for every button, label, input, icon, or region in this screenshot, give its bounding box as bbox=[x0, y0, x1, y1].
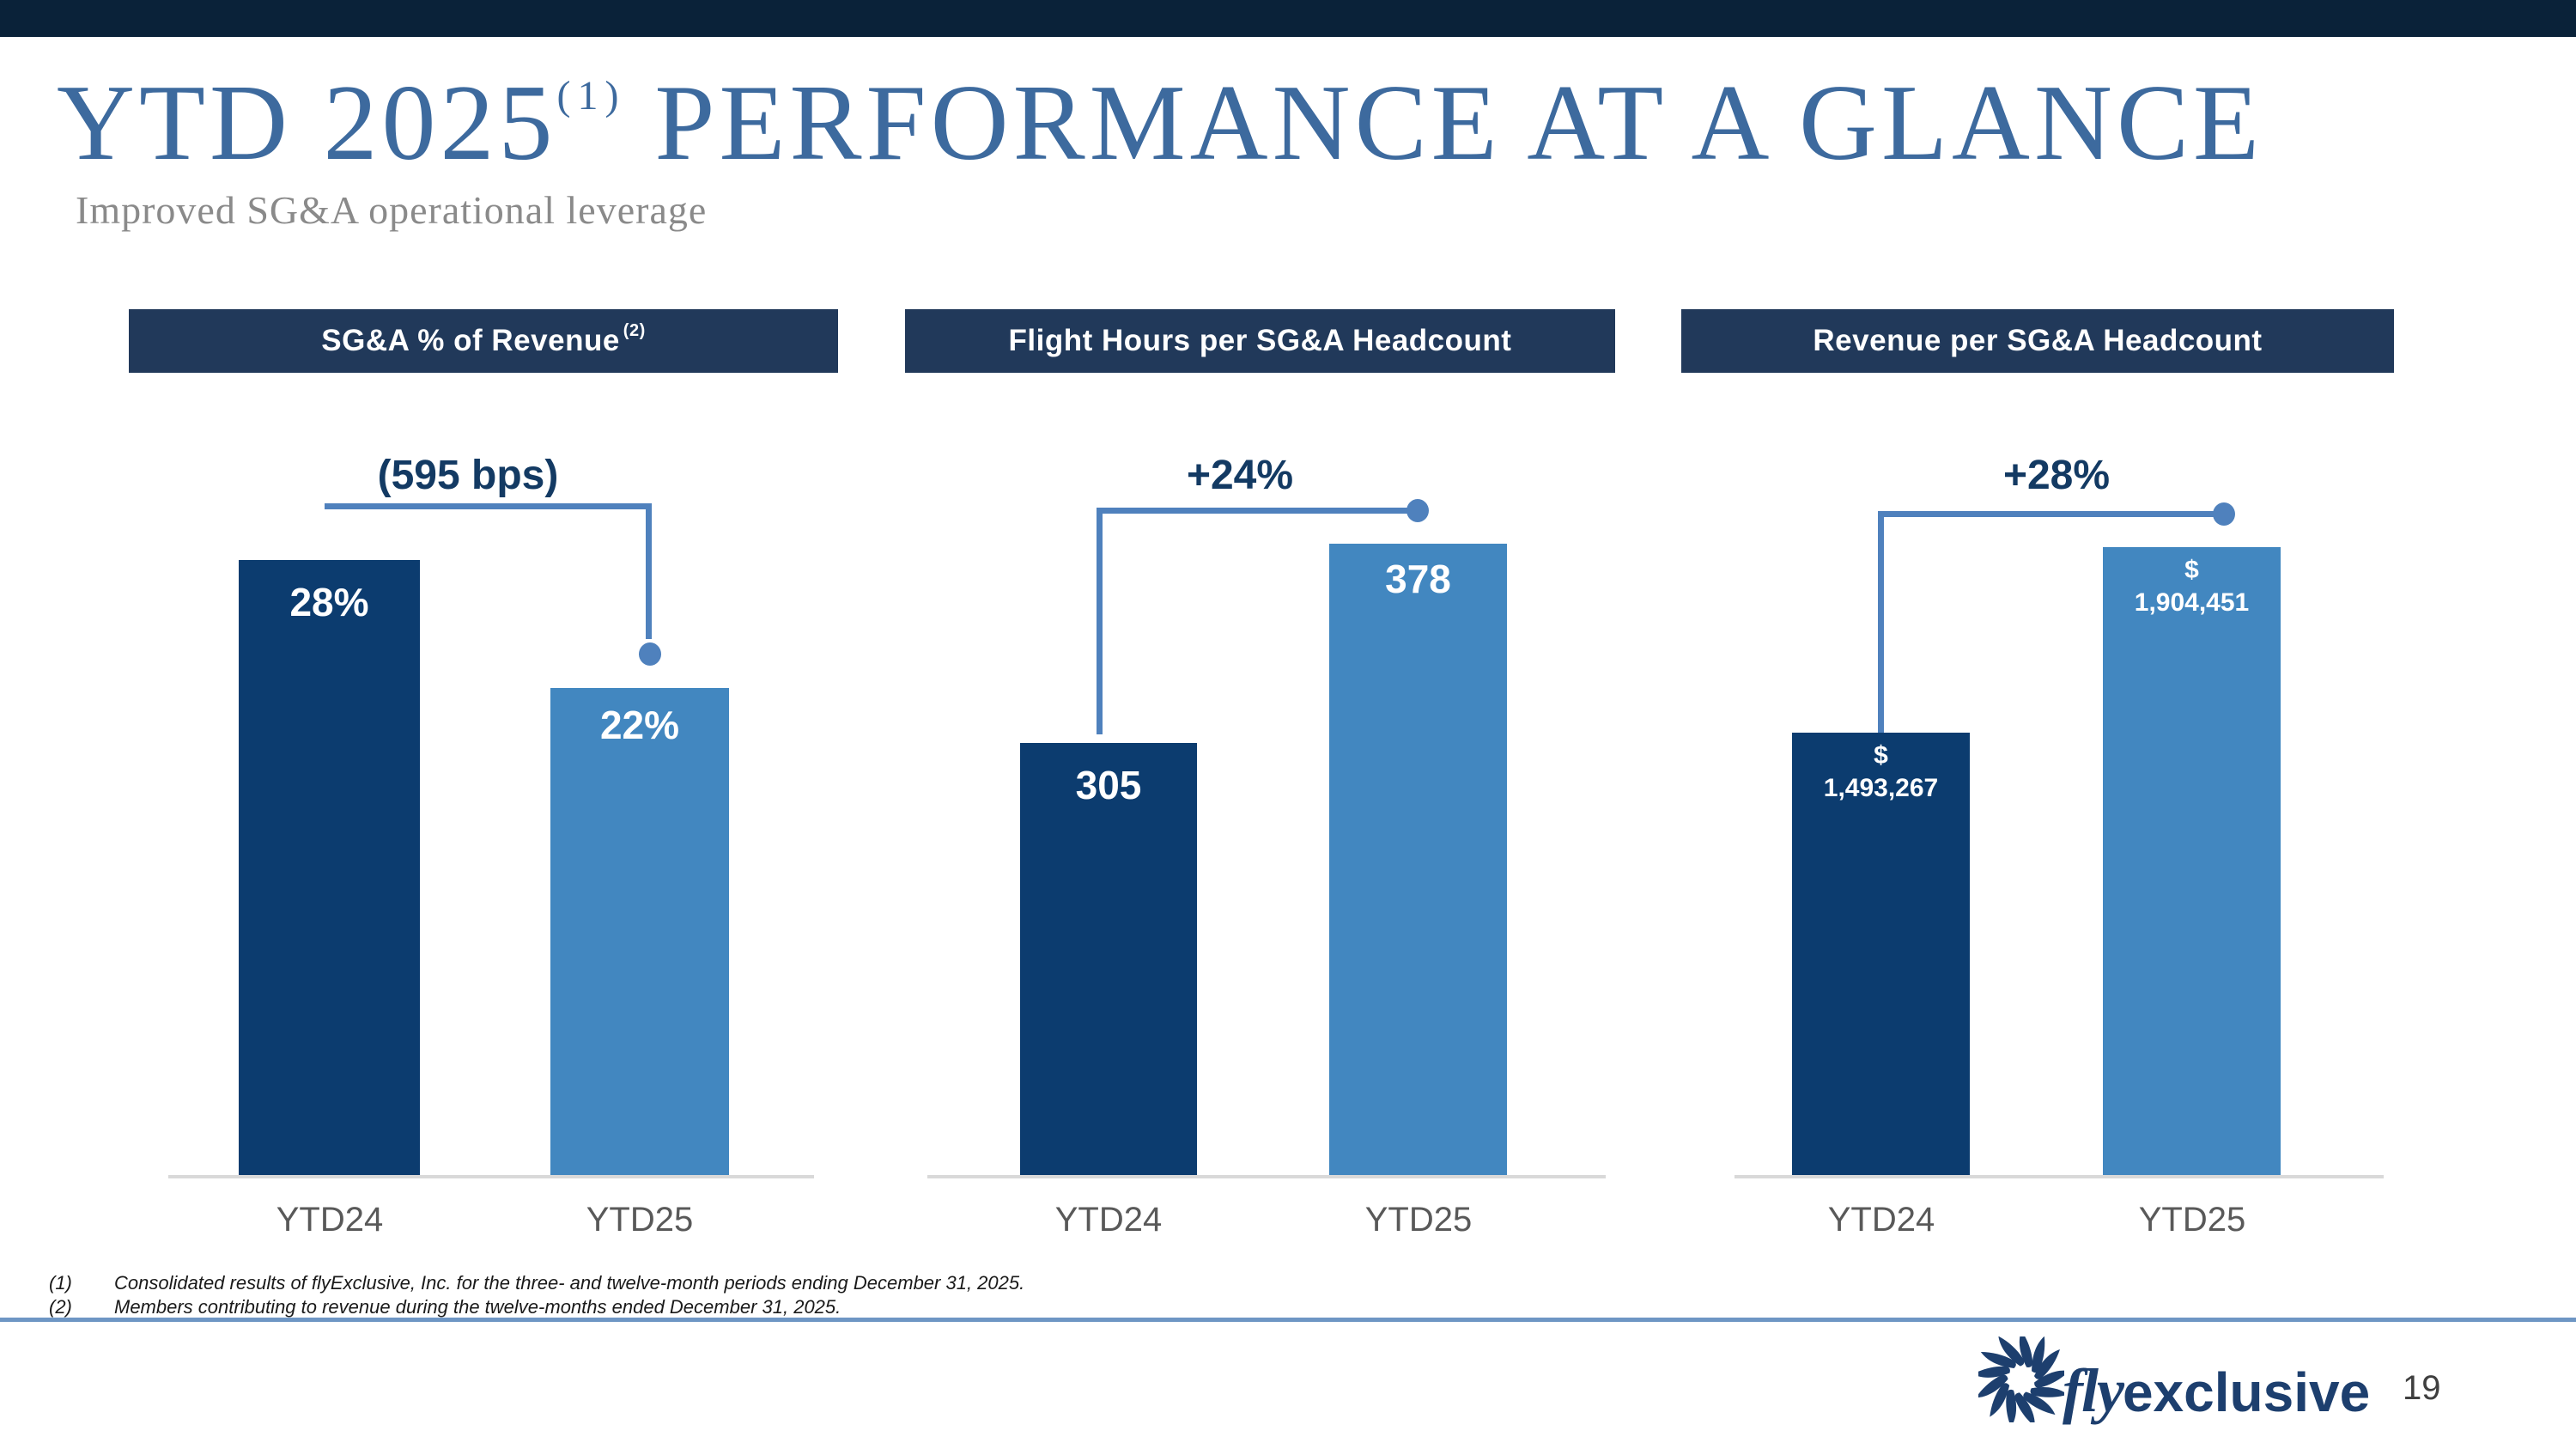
top-accent-bar bbox=[0, 0, 2576, 37]
footnote-1-text: Consolidated results of flyExclusive, In… bbox=[114, 1272, 1025, 1294]
chart1-header: SG&A % of Revenue (2) bbox=[129, 309, 838, 373]
chart3-connector-dot bbox=[2213, 502, 2235, 526]
chart2-connector-line bbox=[1097, 508, 1418, 514]
turbine-swirl-icon bbox=[1978, 1336, 2064, 1422]
chart2-bar-ytd24: 305 bbox=[1020, 743, 1197, 1177]
title-rest: PERFORMANCE AT A GLANCE bbox=[654, 64, 2263, 183]
footer-divider-line bbox=[0, 1318, 2576, 1322]
chart2-change-annotation: +24% bbox=[1186, 453, 1294, 498]
chart1-connector-line bbox=[646, 503, 652, 639]
footnote-2-text: Members contributing to revenue during t… bbox=[114, 1296, 841, 1318]
chart2-connector-line bbox=[1097, 508, 1103, 734]
chart1-connector-dot bbox=[639, 642, 661, 666]
title-footnote-marker: (1) bbox=[556, 73, 626, 119]
footnote-1: (1) Consolidated results of flyExclusive… bbox=[49, 1271, 1024, 1295]
chart3-axis-line bbox=[1735, 1175, 2384, 1178]
chart1-bar-ytd24-value: 28% bbox=[289, 580, 369, 624]
chart3-category-ytd25: YTD25 bbox=[2138, 1201, 2246, 1239]
chart1-connector-line bbox=[325, 503, 652, 509]
currency-symbol: $ bbox=[2184, 556, 2199, 584]
page-title: YTD 2025(1) PERFORMANCE AT A GLANCE bbox=[57, 62, 2547, 186]
page-subtitle: Improved SG&A operational leverage bbox=[76, 188, 708, 232]
footnote-2-marker: (2) bbox=[49, 1296, 72, 1318]
amount: 1,493,267 bbox=[1823, 774, 1939, 802]
chart1-bar-ytd24: 28% bbox=[239, 560, 420, 1177]
chart2-header-label: Flight Hours per SG&A Headcount bbox=[1008, 324, 1512, 357]
chart2-axis-line bbox=[927, 1175, 1606, 1178]
chart1-axis-line bbox=[168, 1175, 814, 1178]
amount: 1,904,451 bbox=[2134, 588, 2250, 617]
chart3-header: Revenue per SG&A Headcount bbox=[1681, 309, 2394, 373]
chart2-header: Flight Hours per SG&A Headcount bbox=[905, 309, 1615, 373]
chart1-bar-ytd25: 22% bbox=[550, 688, 729, 1177]
chart1-change-annotation: (595 bps) bbox=[377, 453, 559, 498]
footnote-1-marker: (1) bbox=[49, 1272, 72, 1294]
chart1-bar-ytd25-value: 22% bbox=[599, 703, 680, 747]
chart1-category-ytd25: YTD25 bbox=[586, 1201, 694, 1239]
chart1-header-label: SG&A % of Revenue bbox=[321, 324, 620, 357]
chart2-bar-ytd25-value: 378 bbox=[1385, 557, 1451, 601]
footnotes: (1) Consolidated results of flyExclusive… bbox=[49, 1271, 1024, 1319]
chart2-category-ytd25: YTD25 bbox=[1364, 1201, 1473, 1239]
chart3-header-label: Revenue per SG&A Headcount bbox=[1813, 324, 2263, 357]
chart3-change-annotation: +28% bbox=[2002, 453, 2111, 498]
chart2-category-ytd24: YTD24 bbox=[1054, 1201, 1163, 1239]
chart1-category-ytd24: YTD24 bbox=[276, 1201, 384, 1239]
chart2-connector-dot bbox=[1406, 499, 1429, 522]
chart3-bar-ytd24: $ 1,493,267 bbox=[1792, 733, 1970, 1177]
chart2-bar-ytd25: 378 bbox=[1329, 544, 1507, 1177]
logo-word-fly: fly bbox=[2063, 1356, 2124, 1425]
logo-word-exclusive: exclusive bbox=[2122, 1361, 2371, 1423]
chart3-bar-ytd25-value: $ 1,904,451 bbox=[2103, 554, 2281, 619]
title-main: YTD 2025 bbox=[57, 64, 557, 183]
chart3-connector-line bbox=[1878, 511, 2224, 517]
flyexclusive-logo: fly exclusive bbox=[2063, 1355, 2370, 1427]
chart2-bar-ytd24-value: 305 bbox=[1075, 763, 1142, 807]
footnote-2: (2) Members contributing to revenue duri… bbox=[49, 1295, 1024, 1319]
currency-symbol: $ bbox=[1874, 741, 1888, 770]
chart3-bar-ytd25: $ 1,904,451 bbox=[2103, 547, 2281, 1177]
chart3-bar-ytd24-value: $ 1,493,267 bbox=[1792, 740, 1970, 805]
chart1-header-footnote-marker: (2) bbox=[623, 320, 646, 340]
chart3-category-ytd24: YTD24 bbox=[1827, 1201, 1935, 1239]
chart3-connector-line bbox=[1878, 511, 1884, 736]
page-number: 19 bbox=[2403, 1369, 2441, 1407]
